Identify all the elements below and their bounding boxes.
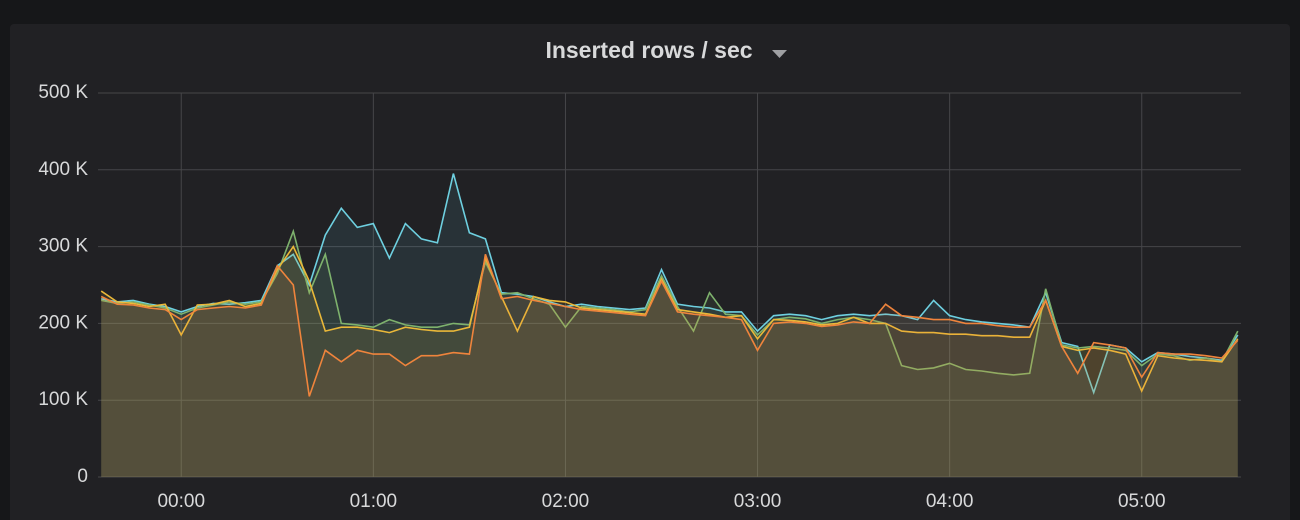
series-line xyxy=(101,228,1239,376)
y-tick-label: 100 K xyxy=(38,389,88,410)
y-tick-label: 200 K xyxy=(38,312,88,333)
y-tick-label: 500 K xyxy=(38,82,88,103)
chart-title[interactable]: Inserted rows / sec xyxy=(545,37,752,63)
x-tick-label: 00:00 xyxy=(157,491,205,512)
y-tick-label: 300 K xyxy=(38,236,88,257)
y-tick-label: 0 xyxy=(77,466,88,487)
x-tick-label: 02:00 xyxy=(542,491,590,512)
x-tick-label: 01:00 xyxy=(350,491,398,512)
panel xyxy=(10,24,1290,520)
title-caret[interactable] xyxy=(772,50,787,58)
series-area xyxy=(101,246,1238,477)
series-area xyxy=(101,254,1238,477)
y-tick-label: 400 K xyxy=(38,159,88,180)
series-area xyxy=(101,231,1238,477)
x-tick-label: 03:00 xyxy=(734,491,782,512)
series-line xyxy=(100,254,1239,397)
x-tick-label: 04:00 xyxy=(926,491,974,512)
x-tick-label: 05:00 xyxy=(1118,491,1166,512)
